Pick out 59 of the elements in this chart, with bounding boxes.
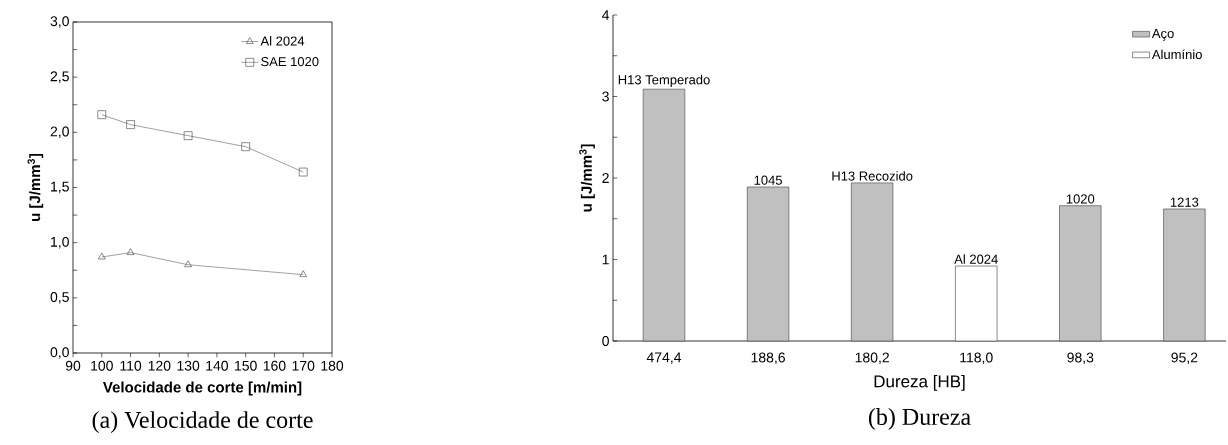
legend-label: Al 2024 xyxy=(260,36,305,46)
x-axis-title: Dureza [HB] xyxy=(874,374,965,391)
point xyxy=(299,270,307,277)
bar xyxy=(642,88,686,342)
y-tick-label: 1 xyxy=(602,254,609,265)
annotation: 1020 xyxy=(1066,194,1095,204)
x-tick-label: 130 xyxy=(177,360,200,371)
legend-label: Aço xyxy=(1151,28,1174,41)
x-tick-label: 120 xyxy=(148,360,171,371)
bar xyxy=(1059,205,1102,342)
x-tick-label: 180 xyxy=(321,360,344,371)
y-tick-label: 2,0 xyxy=(50,126,69,139)
y-tick-label: 0,5 xyxy=(50,292,69,304)
annotation: H13 Recozido xyxy=(832,171,913,181)
x-tick-label: 170 xyxy=(292,360,315,371)
point xyxy=(126,248,135,255)
x-tick-label: 160 xyxy=(263,360,286,371)
y-axis-title: u [J/mm$^{3}$] xyxy=(27,153,44,221)
annotation: 1045 xyxy=(754,175,782,185)
y-tick-label: 1,0 xyxy=(51,236,69,249)
bar xyxy=(955,265,998,342)
y-tick-label: 3,0 xyxy=(50,16,69,28)
bar xyxy=(1163,208,1206,342)
y-axis-title: u [J/mm$^{3}$] xyxy=(579,144,595,212)
x-tick-label: 118,0 xyxy=(960,352,993,365)
point xyxy=(126,120,135,129)
y-tick-label: 2,5 xyxy=(50,71,69,83)
x-tick-label: 140 xyxy=(206,360,229,371)
x-tick-label: 474,4 xyxy=(646,352,682,364)
point xyxy=(241,142,250,151)
y-tick-label: 4 xyxy=(602,10,610,20)
x-tick-label: 90 xyxy=(65,360,81,371)
x-tick-label: 100 xyxy=(91,360,113,371)
x-tick-label: 98,3 xyxy=(1067,352,1094,365)
text: (b) Dureza xyxy=(868,408,971,430)
point xyxy=(184,260,192,268)
x-axis-title: Velocidade de corte [m/min] xyxy=(103,381,302,396)
x-tick-label: 188,6 xyxy=(751,352,785,365)
y-tick-label: 3 xyxy=(602,91,609,102)
legend-label: SAE 1020 xyxy=(261,57,319,67)
point xyxy=(98,252,106,260)
annotation: H13 Temperado xyxy=(618,74,710,87)
point xyxy=(298,167,308,177)
bar xyxy=(746,186,790,342)
x-tick-label: 150 xyxy=(235,360,257,371)
text: (a) Velocidade de corte xyxy=(92,411,313,433)
legend-label: Alumínio xyxy=(1151,49,1202,60)
x-tick-label: 95,2 xyxy=(1171,352,1198,365)
y-tick-label: 1,5 xyxy=(51,181,69,194)
y-tick-label: 0,0 xyxy=(50,347,69,359)
bar xyxy=(851,182,894,342)
annotation: Al 2024 xyxy=(954,254,998,264)
point xyxy=(183,131,193,140)
y-tick-label: 2 xyxy=(602,173,609,183)
y-tick-label: 0 xyxy=(602,336,609,346)
point xyxy=(97,110,107,119)
x-tick-label: 180,2 xyxy=(855,352,889,365)
annotation: 1213 xyxy=(1170,197,1199,207)
x-tick-label: 110 xyxy=(120,360,142,371)
